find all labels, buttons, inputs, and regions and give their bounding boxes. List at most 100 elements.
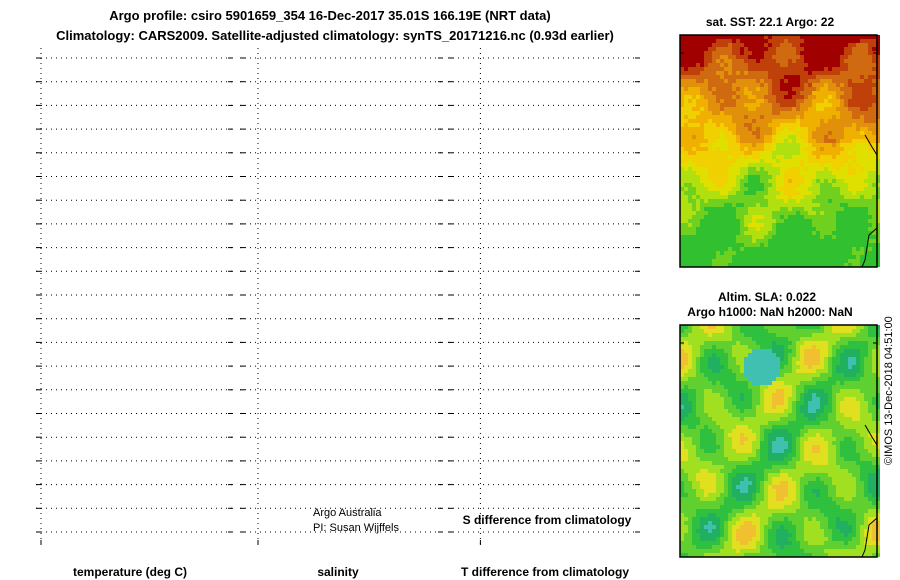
map-cell	[840, 389, 844, 393]
map-cell	[704, 71, 708, 75]
map-cell	[720, 103, 724, 107]
map-cell	[724, 183, 728, 187]
map-cell	[872, 59, 876, 63]
map-cell	[692, 67, 696, 71]
map-cell	[868, 369, 872, 373]
map-cell	[776, 349, 780, 353]
map-cell	[836, 35, 840, 39]
map-cell	[756, 159, 760, 163]
map-cell	[764, 43, 768, 47]
map-cell	[788, 75, 792, 79]
map-cell	[764, 473, 768, 477]
map-cell	[736, 441, 740, 445]
map-cell	[804, 199, 808, 203]
map-cell	[788, 95, 792, 99]
map-cell	[740, 87, 744, 91]
map-cell	[772, 55, 776, 59]
map-cell	[760, 179, 764, 183]
map-cell	[836, 243, 840, 247]
map-cell	[836, 425, 840, 429]
map-cell	[764, 445, 768, 449]
map-cell	[860, 123, 864, 127]
map-cell	[700, 341, 704, 345]
map-cell	[800, 47, 804, 51]
map-cell	[832, 211, 836, 215]
map-cell	[872, 135, 876, 139]
map-cell	[700, 465, 704, 469]
map-cell	[876, 163, 880, 167]
map-cell	[688, 425, 692, 429]
map-cell	[704, 243, 708, 247]
map-cell	[780, 239, 784, 243]
map-cell	[776, 99, 780, 103]
map-cell	[832, 437, 836, 441]
map-cell	[840, 461, 844, 465]
map-cell	[860, 147, 864, 151]
map-cell	[856, 235, 860, 239]
map-cell	[776, 199, 780, 203]
map-cell	[800, 175, 804, 179]
map-cell	[704, 405, 708, 409]
map-cell	[876, 119, 880, 123]
map-cell	[748, 413, 752, 417]
map-cell	[756, 357, 760, 361]
map-cell	[704, 95, 708, 99]
map-cell	[820, 91, 824, 95]
map-cell	[696, 43, 700, 47]
map-cell	[764, 199, 768, 203]
map-cell	[700, 401, 704, 405]
map-cell	[688, 457, 692, 461]
map-cell	[796, 211, 800, 215]
map-cell	[752, 337, 756, 341]
map-cell	[796, 325, 800, 329]
map-cell	[828, 119, 832, 123]
map-cell	[804, 71, 808, 75]
map-cell	[872, 345, 876, 349]
map-cell	[784, 461, 788, 465]
map-cell	[772, 187, 776, 191]
map-cell	[708, 413, 712, 417]
map-cell	[680, 43, 684, 47]
map-cell	[720, 473, 724, 477]
map-cell	[720, 95, 724, 99]
map-cell	[836, 337, 840, 341]
map-cell	[800, 39, 804, 43]
map-cell	[780, 337, 784, 341]
map-cell	[764, 251, 768, 255]
map-cell	[764, 159, 768, 163]
map-cell	[732, 405, 736, 409]
map-cell	[720, 59, 724, 63]
map-cell	[836, 123, 840, 127]
map-cell	[744, 95, 748, 99]
map-cell	[684, 385, 688, 389]
map-cell	[708, 381, 712, 385]
map-cell	[804, 191, 808, 195]
map-cell	[680, 227, 684, 231]
map-cell	[708, 131, 712, 135]
map-cell	[832, 135, 836, 139]
map-cell	[864, 51, 868, 55]
map-cell	[860, 247, 864, 251]
map-cell	[736, 187, 740, 191]
map-cell	[684, 127, 688, 131]
map-cell	[748, 453, 752, 457]
map-cell	[860, 223, 864, 227]
map-cell	[804, 445, 808, 449]
map-cell	[788, 39, 792, 43]
map-cell	[876, 219, 880, 223]
map-cell	[868, 79, 872, 83]
map-cell	[760, 171, 764, 175]
map-cell	[800, 139, 804, 143]
map-cell	[832, 425, 836, 429]
map-cell	[840, 139, 844, 143]
map-cell	[836, 55, 840, 59]
map-cell	[680, 449, 684, 453]
map-cell	[840, 51, 844, 55]
map-cell	[748, 461, 752, 465]
map-cell	[756, 337, 760, 341]
map-cell	[780, 127, 784, 131]
map-cell	[764, 99, 768, 103]
map-cell	[732, 329, 736, 333]
map-cell	[772, 119, 776, 123]
map-cell	[792, 337, 796, 341]
